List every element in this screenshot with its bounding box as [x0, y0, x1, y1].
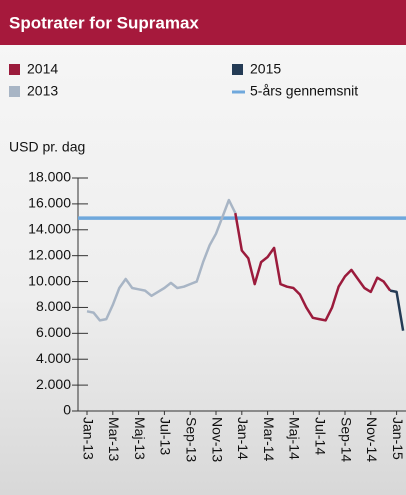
x-tick-label: Jan-15: [390, 417, 406, 460]
x-tick-label: Sep-13: [183, 417, 199, 462]
legend-swatch: [9, 86, 20, 97]
y-tick-label: 12.000: [28, 246, 71, 262]
y-tick-label: 14.000: [28, 220, 71, 236]
x-tick-label: Jan-13: [80, 417, 96, 460]
x-tick-label: Maj-13: [132, 417, 148, 460]
legend-label: 2014: [27, 61, 58, 77]
x-tick-label: Nov-14: [364, 417, 380, 462]
x-tick-label: Maj-14: [287, 417, 303, 460]
y-axis-label: USD pr. dag: [9, 139, 85, 155]
series-line: [389, 289, 405, 331]
series-line: [234, 212, 392, 322]
x-tick-label: Mar-14: [261, 417, 277, 462]
legend-swatch: [232, 64, 243, 75]
y-tick-label: 2.000: [36, 376, 71, 392]
legend-swatch: [9, 64, 20, 75]
legend-label: 5-års gennemsnit: [250, 83, 358, 99]
legend-label: 2013: [27, 83, 58, 99]
legend-label: 2015: [250, 61, 281, 77]
x-tick-label: Jan-14: [235, 417, 251, 460]
x-tick-label: Jul-14: [312, 417, 328, 455]
y-tick-label: 16.000: [28, 195, 71, 211]
x-tick-label: Sep-14: [338, 417, 354, 462]
x-tick-label: Mar-13: [106, 417, 122, 462]
y-tick-label: 4.000: [36, 350, 71, 366]
y-tick-label: 0: [63, 402, 71, 418]
y-tick-label: 18.000: [28, 169, 71, 185]
y-tick-label: 8.000: [36, 298, 71, 314]
x-tick-label: Jul-13: [158, 417, 174, 455]
title-bar: [0, 0, 406, 45]
series-line: [86, 198, 237, 322]
chart-title: Spotrater for Supramax: [9, 13, 199, 32]
y-tick-label: 6.000: [36, 324, 71, 340]
x-tick-label: Nov-13: [209, 417, 225, 462]
y-tick-label: 10.000: [28, 272, 71, 288]
